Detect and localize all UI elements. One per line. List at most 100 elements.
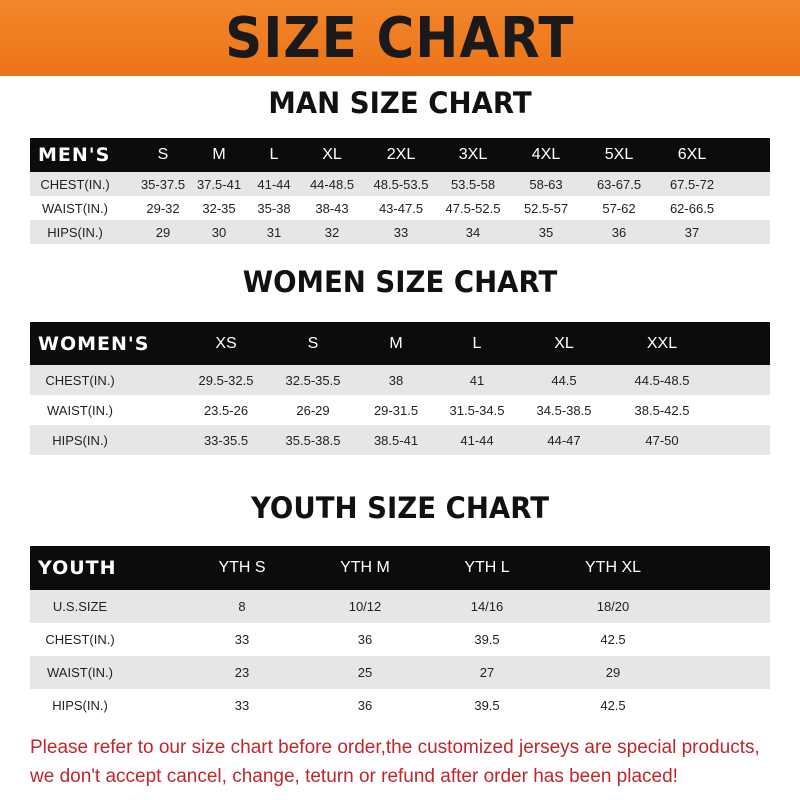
table-cell: 41-44 bbox=[257, 176, 291, 192]
table-cell: 33 bbox=[234, 698, 250, 713]
table-cell: 31 bbox=[266, 224, 282, 240]
size-header: XS bbox=[215, 334, 237, 352]
table-cell: 30 bbox=[211, 224, 227, 240]
size-header: 6XL bbox=[677, 146, 707, 163]
table-cell: 36 bbox=[611, 224, 627, 240]
table-cell: 23.5-26 bbox=[203, 402, 249, 418]
women-size-table: WOMEN'S XS S M L XL XXL CHEST(IN.) 29.5-32.5 32.5… bbox=[30, 322, 770, 455]
table-row: HIPS(IN.) 33-35.5 35.5-38.5 38.5-41 41-44 44-… bbox=[30, 425, 770, 455]
table-cell: 29.5-32.5 bbox=[198, 372, 254, 388]
table-cell: 23 bbox=[234, 665, 250, 680]
table-row: WAIST(IN.) 23.5-26 26-29 29-31.5 31.5-34.5 34… bbox=[30, 395, 770, 425]
row-label: HIPS(IN.) bbox=[47, 224, 103, 240]
table-cell: 47-50 bbox=[645, 432, 679, 448]
table-cell: 43-47.5 bbox=[378, 200, 424, 216]
table-cell: 32-35 bbox=[202, 200, 236, 216]
size-header: XL bbox=[554, 334, 574, 352]
table-cell: 44-48.5 bbox=[309, 176, 355, 192]
table-row: CHEST(IN.) 33 36 39.5 42.5 bbox=[30, 623, 770, 656]
table-cell: 27 bbox=[479, 665, 495, 680]
table-cell: 34.5-38.5 bbox=[536, 402, 592, 418]
table-row: WAIST(IN.) 29-32 32-35 35-38 38-43 43-47.5 47.… bbox=[30, 196, 770, 220]
table-cell: 42.5 bbox=[600, 698, 626, 713]
table-cell: 33 bbox=[234, 632, 250, 647]
table-cell: 25 bbox=[357, 665, 373, 680]
table-cell: 29 bbox=[155, 224, 171, 240]
table-cell: 52.5-57 bbox=[523, 200, 569, 216]
table-cell: 35.5-38.5 bbox=[285, 432, 341, 448]
row-label: WAIST(IN.) bbox=[47, 665, 113, 680]
table-cell: 47.5-52.5 bbox=[445, 200, 501, 216]
table-header-row: MEN'S S M L XL 2XL 3XL 4XL 5XL 6XL bbox=[30, 138, 770, 172]
table-cell: 18/20 bbox=[596, 599, 630, 614]
table-cell: 63-67.5 bbox=[596, 176, 642, 192]
size-header: 3XL bbox=[458, 146, 488, 163]
table-cell: 41-44 bbox=[460, 432, 494, 448]
table-cell: 53.5-58 bbox=[450, 176, 496, 192]
men-section-title: MAN SIZE CHART bbox=[268, 86, 532, 120]
table-row: CHEST(IN.) 29.5-32.5 32.5-35.5 38 41 44.5 44.5… bbox=[30, 365, 770, 395]
table-row: CHEST(IN.) 35-37.5 37.5-41 41-44 44-48.5 48.5… bbox=[30, 172, 770, 196]
size-header: 2XL bbox=[386, 146, 416, 163]
table-cell: 10/12 bbox=[348, 599, 382, 614]
table-cell: 33 bbox=[393, 224, 409, 240]
notice-line-1: Please refer to our size chart before or… bbox=[30, 737, 760, 758]
size-header: S bbox=[307, 334, 319, 352]
table-cell: 38 bbox=[388, 372, 404, 388]
size-header: YTH L bbox=[464, 559, 510, 576]
row-label: U.S.SIZE bbox=[52, 599, 108, 614]
size-header: L bbox=[269, 146, 279, 163]
table-corner-label: YOUTH bbox=[38, 557, 117, 579]
size-header: XXL bbox=[646, 334, 678, 352]
size-header: YTH XL bbox=[584, 559, 642, 576]
table-cell: 34 bbox=[465, 224, 481, 240]
table-cell: 35 bbox=[538, 224, 554, 240]
row-label: WAIST(IN.) bbox=[47, 402, 113, 418]
size-header: 4XL bbox=[531, 146, 561, 163]
notice-line-2: we don't accept cancel, change, teturn o… bbox=[30, 766, 678, 787]
table-cell: 35-38 bbox=[257, 200, 291, 216]
table-cell: 36 bbox=[357, 632, 373, 647]
table-cell: 38-43 bbox=[315, 200, 349, 216]
table-cell: 26-29 bbox=[296, 402, 330, 418]
table-cell: 36 bbox=[357, 698, 373, 713]
table-cell: 8 bbox=[238, 599, 246, 614]
table-cell: 44.5 bbox=[551, 372, 577, 388]
table-cell: 37 bbox=[684, 224, 700, 240]
table-cell: 37.5-41 bbox=[196, 176, 242, 192]
table-cell: 41 bbox=[469, 372, 485, 388]
table-cell: 57-62 bbox=[602, 200, 636, 216]
table-cell: 32 bbox=[324, 224, 340, 240]
men-size-table: MEN'S S M L XL 2XL 3XL 4XL 5XL 6XL CHEST(IN.) 35-37… bbox=[30, 138, 770, 244]
table-cell: 33-35.5 bbox=[203, 432, 249, 448]
table-corner-label: MEN'S bbox=[38, 144, 111, 166]
size-header: L bbox=[472, 334, 482, 352]
women-section-title: WOMEN SIZE CHART bbox=[242, 265, 558, 299]
table-corner-label: WOMEN'S bbox=[38, 332, 150, 355]
table-row: WAIST(IN.) 23 25 27 29 bbox=[30, 656, 770, 689]
table-row: U.S.SIZE 8 10/12 14/16 18/20 bbox=[30, 590, 770, 623]
table-cell: 32.5-35.5 bbox=[285, 372, 341, 388]
table-cell: 35-37.5 bbox=[140, 176, 186, 192]
banner-title: SIZE CHART bbox=[225, 5, 575, 71]
table-cell: 58-63 bbox=[529, 176, 563, 192]
table-header-row: WOMEN'S XS S M L XL XXL bbox=[30, 322, 770, 365]
youth-section-title: YOUTH SIZE CHART bbox=[250, 491, 550, 525]
table-header-row: YOUTH YTH S YTH M YTH L YTH XL bbox=[30, 546, 770, 590]
table-cell: 44-47 bbox=[547, 432, 581, 448]
size-header: 5XL bbox=[604, 146, 634, 163]
table-cell: 39.5 bbox=[474, 698, 500, 713]
size-header: S bbox=[157, 146, 169, 163]
size-header: M bbox=[389, 334, 403, 352]
table-cell: 62-66.5 bbox=[669, 200, 715, 216]
table-cell: 31.5-34.5 bbox=[449, 402, 505, 418]
youth-size-table: YOUTH YTH S YTH M YTH L YTH XL U.S.SIZE 8 10/12… bbox=[30, 546, 770, 722]
size-header: YTH M bbox=[340, 559, 390, 576]
banner: SIZE CHART bbox=[0, 0, 800, 76]
size-header: XL bbox=[322, 146, 342, 163]
row-label: CHEST(IN.) bbox=[45, 372, 115, 388]
table-row: HIPS(IN.) 29 30 31 32 33 34 35 36 37 bbox=[30, 220, 770, 244]
table-cell: 29-32 bbox=[146, 200, 180, 216]
table-cell: 48.5-53.5 bbox=[373, 176, 429, 192]
size-header: YTH S bbox=[218, 559, 266, 576]
